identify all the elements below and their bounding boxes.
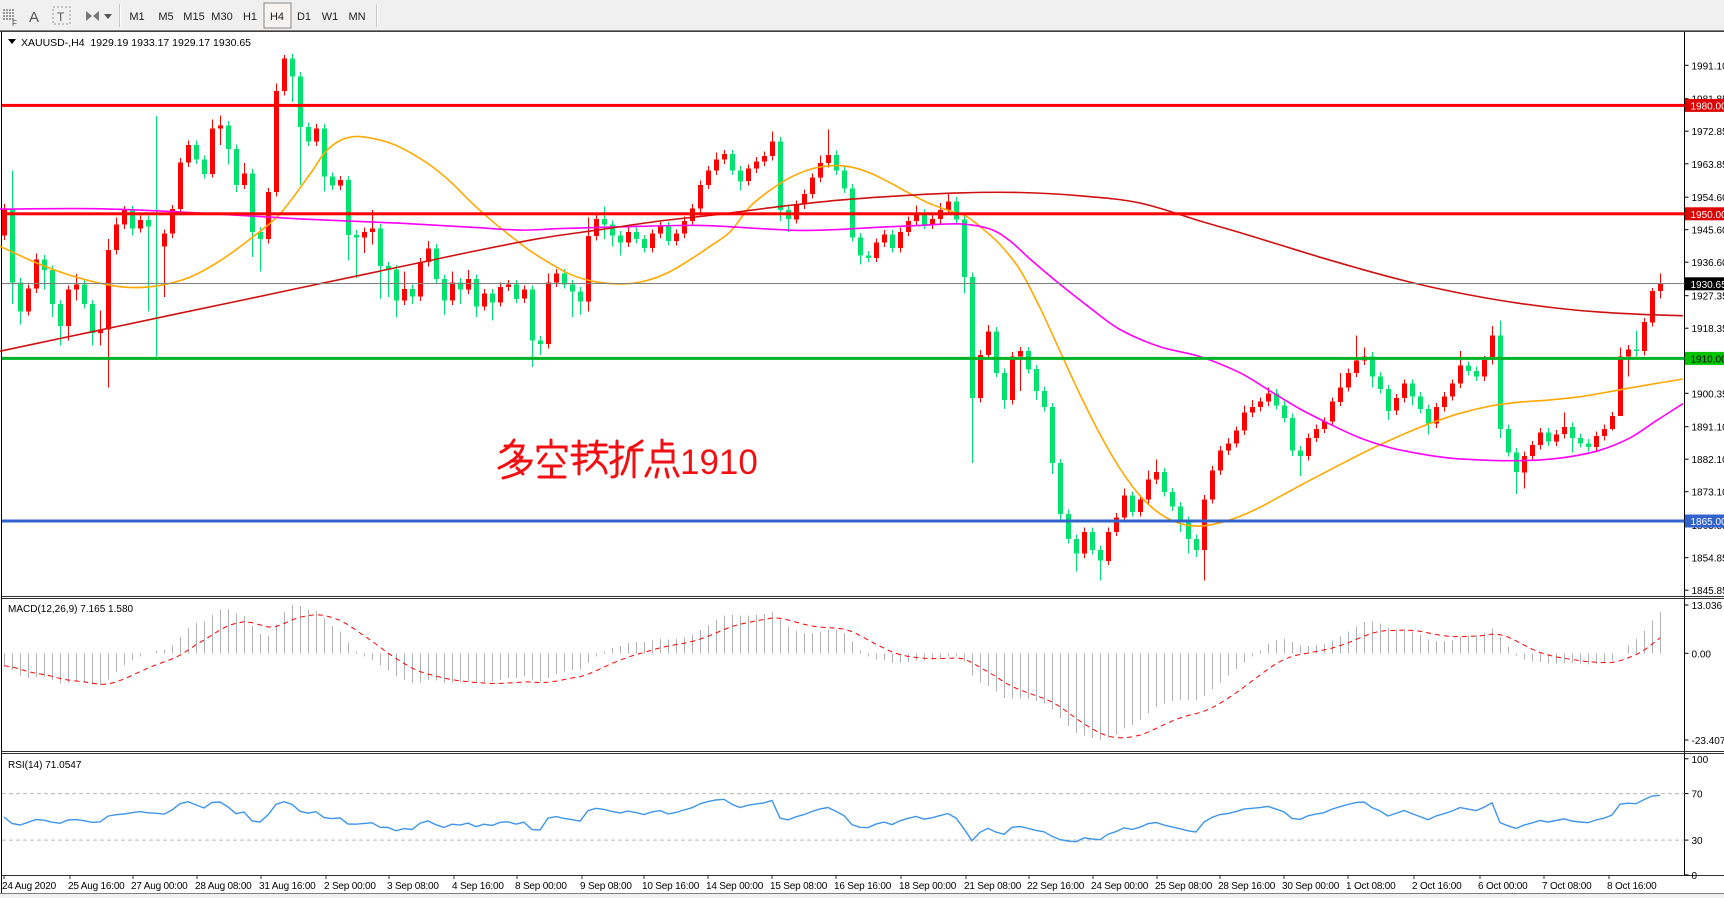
svg-text:0: 0 xyxy=(1692,871,1698,882)
svg-text:1873.10: 1873.10 xyxy=(1692,488,1724,499)
svg-text:1865.00: 1865.00 xyxy=(1691,517,1724,528)
svg-text:24 Aug 2020: 24 Aug 2020 xyxy=(2,881,57,892)
svg-text:M1: M1 xyxy=(129,11,144,23)
svg-text:A: A xyxy=(29,9,39,26)
svg-text:1882.10: 1882.10 xyxy=(1692,455,1724,466)
svg-text:1950.00: 1950.00 xyxy=(1691,210,1724,221)
svg-text:W1: W1 xyxy=(322,11,339,23)
svg-text:8 Sep 00:00: 8 Sep 00:00 xyxy=(515,881,567,892)
svg-text:15 Sep 08:00: 15 Sep 08:00 xyxy=(770,881,828,892)
svg-text:H4: H4 xyxy=(270,11,284,23)
svg-text:D1: D1 xyxy=(297,11,311,23)
svg-text:1954.60: 1954.60 xyxy=(1692,193,1724,204)
svg-text:9 Sep 08:00: 9 Sep 08:00 xyxy=(580,881,632,892)
svg-text:1927.35: 1927.35 xyxy=(1692,292,1724,303)
svg-text:2 Oct 16:00: 2 Oct 16:00 xyxy=(1412,881,1462,892)
svg-text:-23.407: -23.407 xyxy=(1692,736,1724,747)
svg-text:M5: M5 xyxy=(158,11,173,23)
svg-text:22 Sep 16:00: 22 Sep 16:00 xyxy=(1027,881,1085,892)
svg-text:25 Aug 16:00: 25 Aug 16:00 xyxy=(68,881,125,892)
svg-text:27 Aug 00:00: 27 Aug 00:00 xyxy=(131,881,188,892)
svg-text:1 Oct 08:00: 1 Oct 08:00 xyxy=(1346,881,1396,892)
svg-text:1936.60: 1936.60 xyxy=(1692,258,1724,269)
svg-text:28 Sep 16:00: 28 Sep 16:00 xyxy=(1218,881,1276,892)
svg-text:25 Sep 08:00: 25 Sep 08:00 xyxy=(1155,881,1213,892)
svg-text:16 Sep 16:00: 16 Sep 16:00 xyxy=(834,881,892,892)
svg-text:7 Oct 08:00: 7 Oct 08:00 xyxy=(1542,881,1592,892)
svg-text:1845.85: 1845.85 xyxy=(1692,586,1724,597)
svg-text:1991.10: 1991.10 xyxy=(1692,61,1724,72)
svg-text:1891.10: 1891.10 xyxy=(1692,423,1724,434)
svg-text:1910: 1910 xyxy=(680,443,758,482)
svg-text:1900.35: 1900.35 xyxy=(1692,389,1724,400)
svg-text:1945.60: 1945.60 xyxy=(1692,226,1724,237)
svg-text:18 Sep 00:00: 18 Sep 00:00 xyxy=(899,881,957,892)
svg-text:6 Oct 00:00: 6 Oct 00:00 xyxy=(1478,881,1528,892)
svg-text:T: T xyxy=(57,10,65,24)
svg-text:28 Aug 08:00: 28 Aug 08:00 xyxy=(195,881,252,892)
svg-text:1910.00: 1910.00 xyxy=(1691,354,1724,365)
svg-text:1930.65: 1930.65 xyxy=(1691,280,1724,291)
svg-text:10 Sep 16:00: 10 Sep 16:00 xyxy=(642,881,700,892)
svg-text:XAUUSD-,H4 1929.19 1933.17 19: XAUUSD-,H4 1929.19 1933.17 1929.17 1930.… xyxy=(21,37,251,49)
svg-text:4 Sep 16:00: 4 Sep 16:00 xyxy=(452,881,504,892)
svg-text:1980.00: 1980.00 xyxy=(1691,101,1724,112)
svg-text:1918.35: 1918.35 xyxy=(1692,324,1724,335)
svg-text:8 Oct 16:00: 8 Oct 16:00 xyxy=(1607,881,1657,892)
svg-text:24 Sep 00:00: 24 Sep 00:00 xyxy=(1091,881,1149,892)
svg-text:30: 30 xyxy=(1692,836,1704,847)
svg-text:21 Sep 08:00: 21 Sep 08:00 xyxy=(964,881,1022,892)
svg-text:13.036: 13.036 xyxy=(1692,601,1723,612)
svg-text:H1: H1 xyxy=(243,11,257,23)
svg-text:14 Sep 00:00: 14 Sep 00:00 xyxy=(706,881,764,892)
svg-text:M30: M30 xyxy=(211,11,232,23)
svg-text:3 Sep 08:00: 3 Sep 08:00 xyxy=(387,881,439,892)
svg-text:0.00: 0.00 xyxy=(1692,649,1712,660)
svg-text:70: 70 xyxy=(1692,790,1704,801)
svg-text:MN: MN xyxy=(348,11,365,23)
svg-text:MACD(12,26,9) 7.165 1.580: MACD(12,26,9) 7.165 1.580 xyxy=(8,604,134,615)
svg-text:M15: M15 xyxy=(183,11,204,23)
svg-text:RSI(14) 71.0547: RSI(14) 71.0547 xyxy=(8,760,82,771)
svg-text:2 Sep 00:00: 2 Sep 00:00 xyxy=(324,881,376,892)
svg-text:30 Sep 00:00: 30 Sep 00:00 xyxy=(1282,881,1340,892)
svg-text:F: F xyxy=(12,19,17,28)
svg-text:1963.85: 1963.85 xyxy=(1692,160,1724,171)
svg-text:1972.85: 1972.85 xyxy=(1692,127,1724,138)
svg-text:31 Aug 16:00: 31 Aug 16:00 xyxy=(259,881,316,892)
svg-text:1854.85: 1854.85 xyxy=(1692,554,1724,565)
svg-text:100: 100 xyxy=(1692,755,1709,766)
